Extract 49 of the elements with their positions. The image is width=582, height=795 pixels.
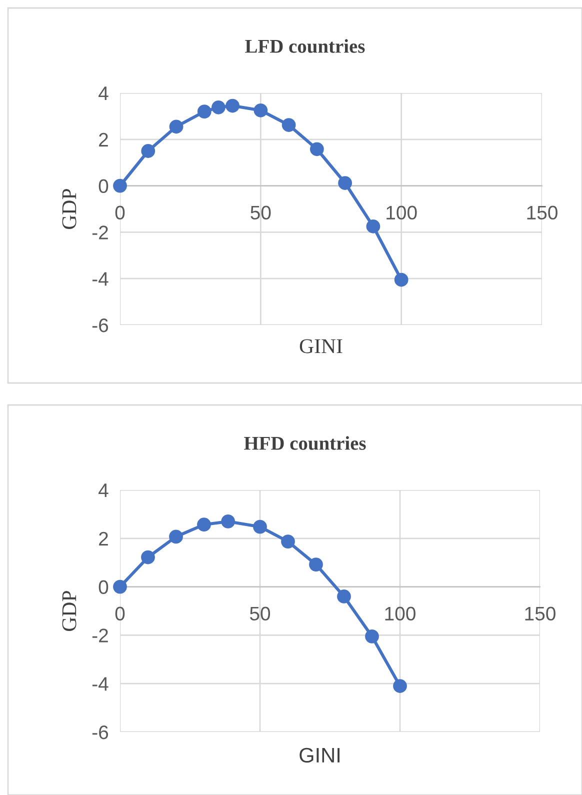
y-axis-title: GDP xyxy=(62,188,76,229)
chart-title: LFD countries xyxy=(245,39,365,53)
x-axis-title: GINI xyxy=(300,748,340,763)
x-tick-label: 100 xyxy=(386,206,417,220)
point xyxy=(197,518,211,532)
point xyxy=(221,514,236,528)
point xyxy=(141,144,156,158)
chart-title: HFD countries xyxy=(244,436,366,450)
point xyxy=(393,679,407,693)
point xyxy=(338,176,352,190)
point xyxy=(169,530,183,544)
x-tick-label: 0 xyxy=(115,606,125,621)
point xyxy=(365,629,379,644)
y-tick-label: 4 xyxy=(98,484,108,498)
y-tick-label: -6 xyxy=(92,318,108,332)
y-tick-label: -4 xyxy=(92,677,108,691)
y-tick-label: 4 xyxy=(98,86,108,100)
point xyxy=(141,550,155,564)
y-tick-label: -4 xyxy=(92,272,108,286)
y-tick-label: -2 xyxy=(92,628,108,642)
y-tick-label: -2 xyxy=(92,226,108,240)
point xyxy=(253,520,267,534)
y-axis-title: GDP xyxy=(62,590,76,631)
point xyxy=(113,178,127,193)
x-axis-title: GINI xyxy=(300,339,342,354)
x-tick-label: 100 xyxy=(385,606,416,621)
point xyxy=(197,104,212,119)
point xyxy=(394,272,408,287)
y-tick-label: 0 xyxy=(98,179,108,194)
x-tick-label: 50 xyxy=(250,206,271,220)
x-tick-label: 50 xyxy=(250,606,270,621)
point xyxy=(310,142,324,156)
point xyxy=(169,120,184,134)
point xyxy=(337,590,351,604)
y-tick-label: 0 xyxy=(98,580,108,594)
point xyxy=(309,558,323,572)
point xyxy=(226,98,240,113)
point xyxy=(254,103,268,118)
x-tick-label: 150 xyxy=(525,606,556,621)
y-tick-label: 2 xyxy=(99,132,108,146)
point xyxy=(366,219,380,234)
point xyxy=(212,100,226,114)
x-tick-label: 150 xyxy=(527,206,558,220)
x-tick-label: 0 xyxy=(115,206,125,220)
point xyxy=(113,580,127,594)
y-tick-label: -6 xyxy=(92,725,108,740)
point xyxy=(281,534,295,548)
y-tick-label: 2 xyxy=(99,532,108,546)
point xyxy=(282,118,296,132)
